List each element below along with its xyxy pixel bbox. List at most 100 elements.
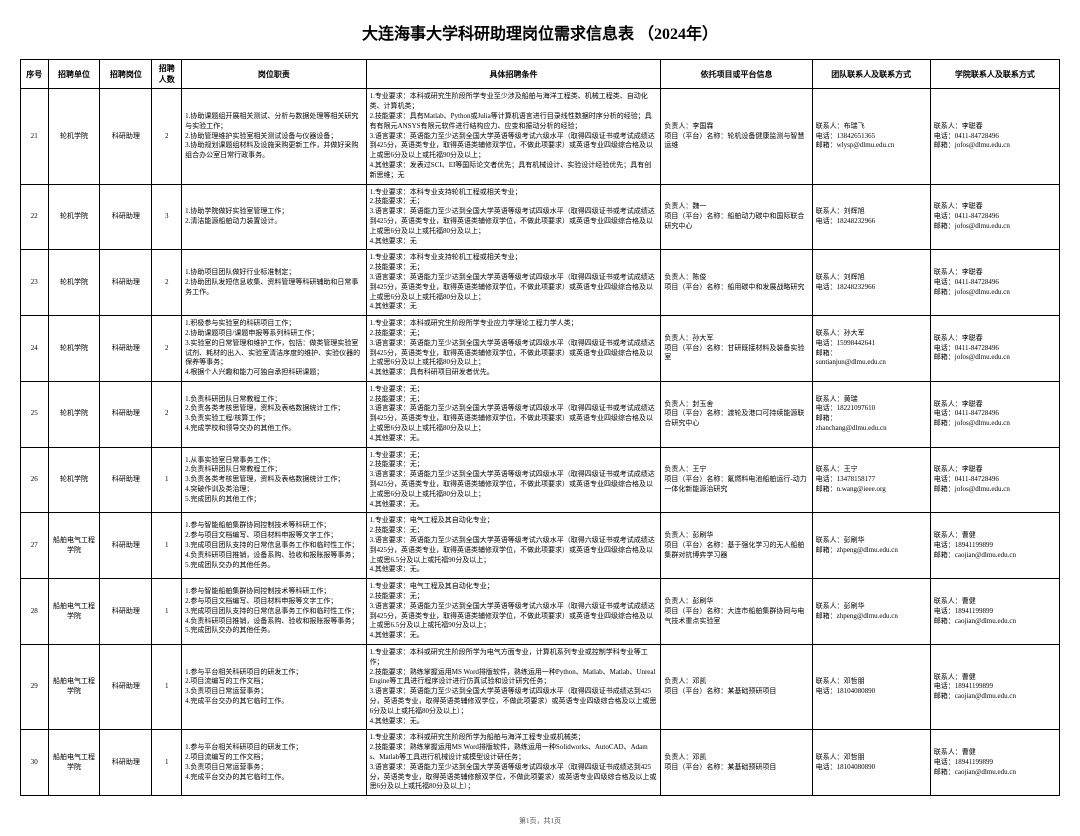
cell-duty: 1.协助学院做好实验室管理工作； 2.清洁能源船舶动力装置设计。 — [182, 184, 366, 250]
table-row: 21轮机学院科研助理21.协助课题组开展相关测试、分析与数据处理等相关研究与实验… — [21, 89, 1060, 184]
col-duty: 岗位职责 — [182, 60, 366, 89]
cell-team: 联系人：孙大军 电话：15998442641 邮箱： suntianjun@dl… — [812, 316, 930, 382]
cell-duty: 1.积极参与实验室的科研项目工作； 2.协助课题项目/课题申报等系列科研工作； … — [182, 316, 366, 382]
jobs-table: 序号 招聘单位 招聘岗位 招聘人数 岗位职责 具体招聘条件 依托项目或平台信息 … — [20, 59, 1060, 796]
cell-proj: 负责人：彭刷华 项目（平台）名称：大连市船舶集群协同与电气技术重点实验室 — [661, 579, 812, 645]
cell-req: 1.专业要求：本科或研究生阶段所学专业至少涉及船舶与海洋工程类、机械工程类、自动… — [366, 89, 661, 184]
cell-seq: 28 — [21, 579, 49, 645]
cell-post: 科研助理 — [100, 316, 152, 382]
cell-proj: 负责人：孙大军 项目（平台）名称：甘研既接材料及装备实验室 — [661, 316, 812, 382]
col-req: 具体招聘条件 — [366, 60, 661, 89]
cell-post: 科研助理 — [100, 513, 152, 579]
cell-coll: 联系人：李聪春 电话：0411-84728496 邮箱：jofos@dlmu.e… — [930, 89, 1059, 184]
cell-seq: 26 — [21, 447, 49, 513]
cell-unit: 轮机学院 — [48, 250, 100, 316]
cell-proj: 负责人：李国霖 项目（平台）名称：轮机设备健康监测与智慧运维 — [661, 89, 812, 184]
cell-duty: 1.参与智能船舶集群协同控制技术等科研工作； 2.参与项目文档编写、项目材料申报… — [182, 579, 366, 645]
cell-proj: 负责人：封玉舍 项目（平台）名称：渡轮及港口可持续能源联合研究中心 — [661, 381, 812, 447]
cell-coll: 联系人：李聪春 电话：0411-84728496 邮箱：jofos@dlmu.e… — [930, 250, 1059, 316]
cell-team: 联系人：王宁 电话：13478158177 邮箱：n.wang@ieee.org — [812, 447, 930, 513]
table-row: 28船舶电气工程学院科研助理11.参与智能船舶集群协同控制技术等科研工作； 2.… — [21, 579, 1060, 645]
cell-proj: 负责人：魏一 项目（平台）名称：船舶动力碳中和国际联合研究中心 — [661, 184, 812, 250]
cell-coll: 联系人：曹健 电话：18941199899 邮箱：caojian@dlmu.ed… — [930, 513, 1059, 579]
col-coll: 学院联系人及联系方式 — [930, 60, 1059, 89]
cell-post: 科研助理 — [100, 250, 152, 316]
table-row: 26轮机学院科研助理11.从事实验室日常事务工作； 2.负责科研团队日常教程工作… — [21, 447, 1060, 513]
cell-unit: 船舶电气工程学院 — [48, 645, 100, 730]
cell-proj: 负责人：邓凯 项目（平台）名称：某基础预研项目 — [661, 645, 812, 730]
cell-num: 1 — [152, 447, 182, 513]
cell-seq: 29 — [21, 645, 49, 730]
cell-req: 1.专业要求：电气工程及其自动化专业； 2.技能要求：无； 3.语言要求：英语能… — [366, 579, 661, 645]
cell-post: 科研助理 — [100, 579, 152, 645]
cell-duty: 1.参与智能船舶集群协同控制技术等科研工作； 2.参与项目文档编写、项目材料申报… — [182, 513, 366, 579]
cell-post: 科研助理 — [100, 381, 152, 447]
cell-req: 1.专业要求：本科专业支持轮机工程或相关专业； 2.技能要求：无； 3.语言要求… — [366, 250, 661, 316]
cell-req: 1.专业要求：无； 2.技能要求：无； 3.语言要求：英语能力至少达到全国大学英… — [366, 381, 661, 447]
cell-post: 科研助理 — [100, 447, 152, 513]
cell-num: 1 — [152, 513, 182, 579]
col-team: 团队联系人及联系方式 — [812, 60, 930, 89]
col-post: 招聘岗位 — [100, 60, 152, 89]
col-num: 招聘人数 — [152, 60, 182, 89]
cell-seq: 21 — [21, 89, 49, 184]
cell-unit: 轮机学院 — [48, 447, 100, 513]
cell-unit: 轮机学院 — [48, 89, 100, 184]
cell-req: 1.专业要求：电气工程及其自动化专业； 2.技能要求：无； 3.语言要求：英语能… — [366, 513, 661, 579]
table-row: 25轮机学院科研助理21.负责科研团队日常教程工作； 2.负责各类考核思管理，资… — [21, 381, 1060, 447]
cell-req: 1.专业要求：无； 2.技能要求：无； 3.语言要求：英语能力至少达到全国大学英… — [366, 447, 661, 513]
cell-unit: 船舶电气工程学院 — [48, 513, 100, 579]
cell-proj: 负责人：彭刷华 项目（平台）名称：基于强化学习的无人船舶集群对抗博弈学习器 — [661, 513, 812, 579]
cell-post: 科研助理 — [100, 184, 152, 250]
cell-post: 科研助理 — [100, 89, 152, 184]
cell-unit: 船舶电气工程学院 — [48, 579, 100, 645]
cell-team: 联系人：刘辉旭 电话：18248232966 — [812, 184, 930, 250]
cell-seq: 27 — [21, 513, 49, 579]
cell-coll: 联系人：曹健 电话：18941199899 邮箱：caojian@dlmu.ed… — [930, 579, 1059, 645]
cell-coll: 联系人：李聪春 电话：0411-84728496 邮箱：jofos@dlmu.e… — [930, 381, 1059, 447]
cell-num: 2 — [152, 381, 182, 447]
cell-duty: 1.从事实验室日常事务工作； 2.负责科研团队日常教程工作； 3.负责各类考核思… — [182, 447, 366, 513]
cell-seq: 25 — [21, 381, 49, 447]
table-row: 22轮机学院科研助理31.协助学院做好实验室管理工作； 2.清洁能源船舶动力装置… — [21, 184, 1060, 250]
cell-req: 1.专业要求：本科专业支持轮机工程或相关专业； 2.技能要求：无； 3.语言要求… — [366, 184, 661, 250]
table-row: 29船舶电气工程学院科研助理11.参与平台相关科研项目的研发工作； 2.项目流编… — [21, 645, 1060, 730]
cell-duty: 1.参与平台相关科研项目的研发工作； 2.项目流编写的工作文档； 3.负责项目日… — [182, 645, 366, 730]
cell-unit: 轮机学院 — [48, 184, 100, 250]
cell-team: 联系人：黄瑞 电话：18221097610 邮箱： zhanchang@dlmu… — [812, 381, 930, 447]
col-proj: 依托项目或平台信息 — [661, 60, 812, 89]
cell-num: 2 — [152, 316, 182, 382]
cell-team: 联系人：布瑞飞 电话：13842651365 邮箱：wlysp@dlmu.edu… — [812, 89, 930, 184]
cell-coll: 联系人：李聪春 电话：0411-84728496 邮箱：jofos@dlmu.e… — [930, 447, 1059, 513]
table-header-row: 序号 招聘单位 招聘岗位 招聘人数 岗位职责 具体招聘条件 依托项目或平台信息 … — [21, 60, 1060, 89]
cell-num: 3 — [152, 184, 182, 250]
col-unit: 招聘单位 — [48, 60, 100, 89]
table-row: 24轮机学院科研助理21.积极参与实验室的科研项目工作； 2.协助课题项目/课题… — [21, 316, 1060, 382]
cell-team: 联系人：彭刷华 邮箱：zhpeng@dlmu.edu.cn — [812, 579, 930, 645]
cell-coll: 联系人：李聪春 电话：0411-84728496 邮箱：jofos@dlmu.e… — [930, 316, 1059, 382]
cell-num: 2 — [152, 89, 182, 184]
cell-seq: 24 — [21, 316, 49, 382]
table-row: 27船舶电气工程学院科研助理11.参与智能船舶集群协同控制技术等科研工作； 2.… — [21, 513, 1060, 579]
cell-req: 1.专业要求：本科或研究生阶段所学专业应力学理论工程力学人类； 2.技能要求：无… — [366, 316, 661, 382]
cell-duty: 1.协助项目团队做好行业标准制定； 2.协助团队发短信息收集、资料管理等科研辅助… — [182, 250, 366, 316]
cell-team: 联系人：刘辉旭 电话：18248232966 — [812, 250, 930, 316]
cell-num: 2 — [152, 250, 182, 316]
page-footer: 第1页，共1页 — [20, 816, 1060, 826]
cell-req: 1.专业要求：本科或研究生阶段所学为电气方面专业，计算机系列专业或控制学科专业等… — [366, 645, 661, 730]
cell-team: 联系人：彭刷华 邮箱：zhpeng@dlmu.edu.cn — [812, 513, 930, 579]
cell-unit: 轮机学院 — [48, 381, 100, 447]
page-title: 大连海事大学科研助理岗位需求信息表 （2024年） — [20, 20, 1060, 44]
cell-unit: 轮机学院 — [48, 316, 100, 382]
table-row: 23轮机学院科研助理21.协助项目团队做好行业标准制定； 2.协助团队发短信息收… — [21, 250, 1060, 316]
cell-seq: 23 — [21, 250, 49, 316]
col-seq: 序号 — [21, 60, 49, 89]
cell-coll: 联系人：曹健 电话：18941199899 邮箱：caojian@dlmu.ed… — [930, 645, 1059, 730]
cell-duty: 1.协助课题组开展相关测试、分析与数据处理等相关研究与实验工作； 2.协助管理维… — [182, 89, 366, 184]
cell-num: 1 — [152, 645, 182, 730]
cell-proj: 负责人：王宁 项目（平台）名称：氟燃料电池船舶运行-动力一体化新能源治研究 — [661, 447, 812, 513]
cell-num: 1 — [152, 579, 182, 645]
cell-team: 联系人：邓哲朋 电话：18104080890 — [812, 645, 930, 730]
cell-seq: 22 — [21, 184, 49, 250]
cell-post: 科研助理 — [100, 645, 152, 730]
